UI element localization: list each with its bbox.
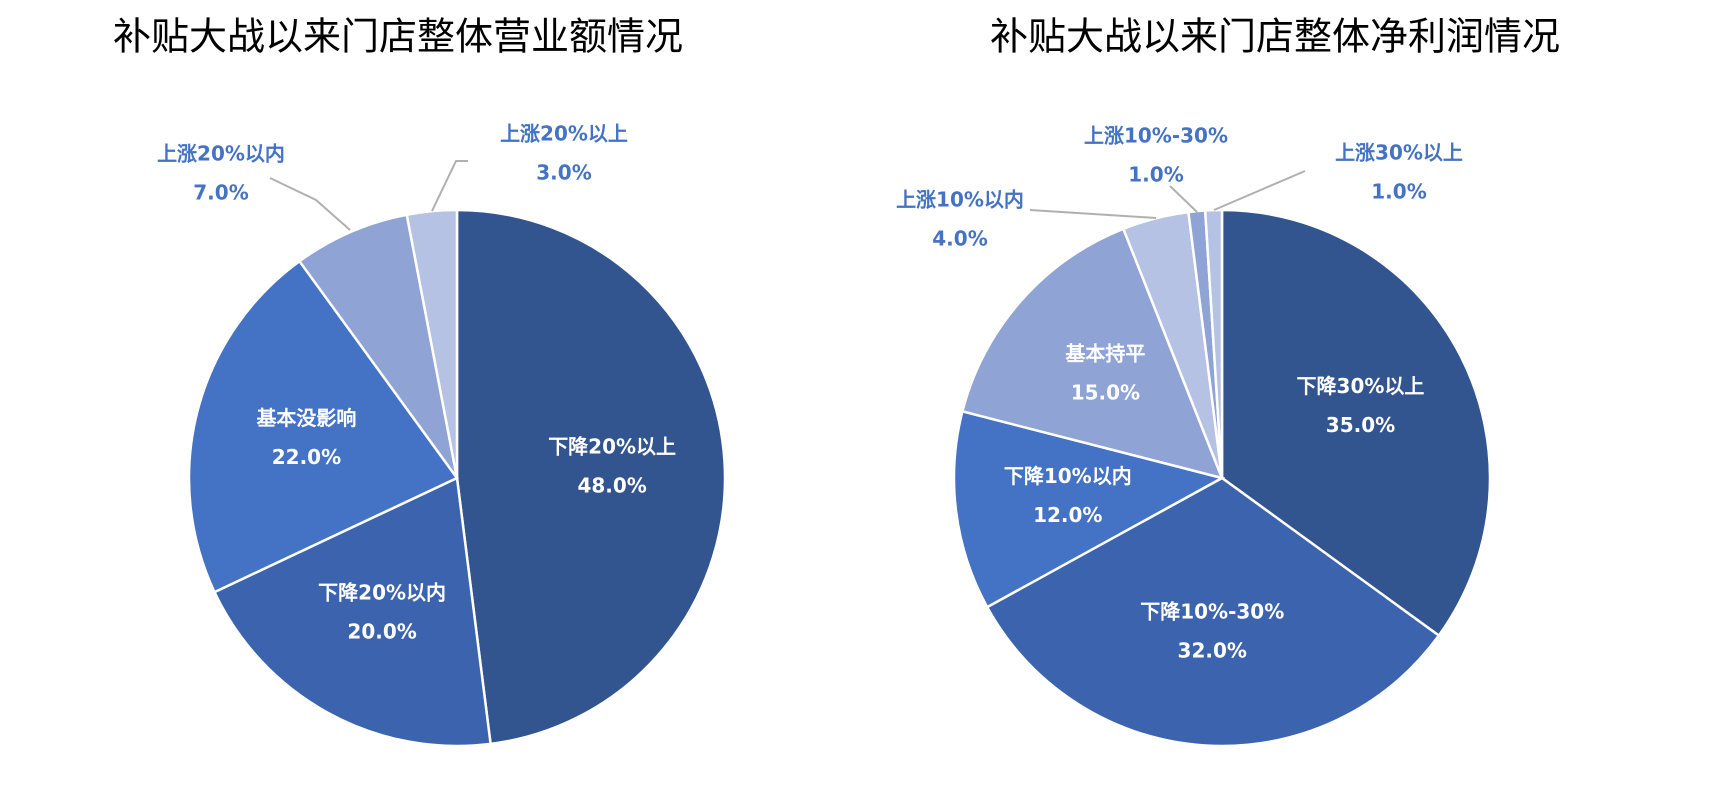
value-label: 20.0% [347,620,416,644]
slice-label: 下降20%以上 [548,435,676,459]
slice-label: 上涨20%以内 [157,142,285,166]
value-label: 1.0% [1371,180,1426,204]
pie-slice [1220,208,1492,638]
leader-line [431,160,468,212]
slice-label: 基本没影响 [256,406,356,430]
slice-label: 上涨10%-30% [1084,124,1228,148]
value-label: 22.0% [272,445,341,469]
value-label: 4.0% [932,227,987,251]
slice-label: 下降20%以内 [318,581,446,605]
slice-label: 下降30%以上 [1297,374,1425,398]
chart-title: 补贴大战以来门店整体营业额情况 [113,15,683,59]
slice-label: 上涨30%以上 [1335,141,1463,165]
pie-slice [297,213,459,479]
slice-label: 下降10%以内 [1004,464,1132,488]
slice-label: 下降10%-30% [1140,600,1284,624]
value-label: 1.0% [1128,163,1183,187]
chart-title: 补贴大战以来门店整体净利润情况 [990,15,1560,59]
pie-slice [212,476,492,748]
value-label: 7.0% [193,181,248,205]
slice-label: 上涨10%以内 [896,188,1024,212]
pie-slice [985,476,1441,748]
slice-label: 基本持平 [1065,342,1145,366]
pie-slice [187,259,459,594]
leader-line [1213,170,1306,211]
pie-slice [405,208,459,479]
value-label: 12.0% [1033,503,1102,527]
value-label: 35.0% [1326,413,1395,437]
value-label: 48.0% [577,474,646,498]
slice-label: 上涨20%以上 [500,122,628,146]
pie-slice [960,227,1225,480]
leader-line [269,177,351,231]
value-label: 32.0% [1178,639,1247,663]
pie-slice [455,208,727,746]
pie-slice [1203,208,1224,479]
value-label: 15.0% [1071,381,1140,405]
leader-line [1169,185,1198,213]
pie-slice [952,409,1226,609]
leader-line [1029,209,1157,219]
value-label: 3.0% [536,161,591,185]
